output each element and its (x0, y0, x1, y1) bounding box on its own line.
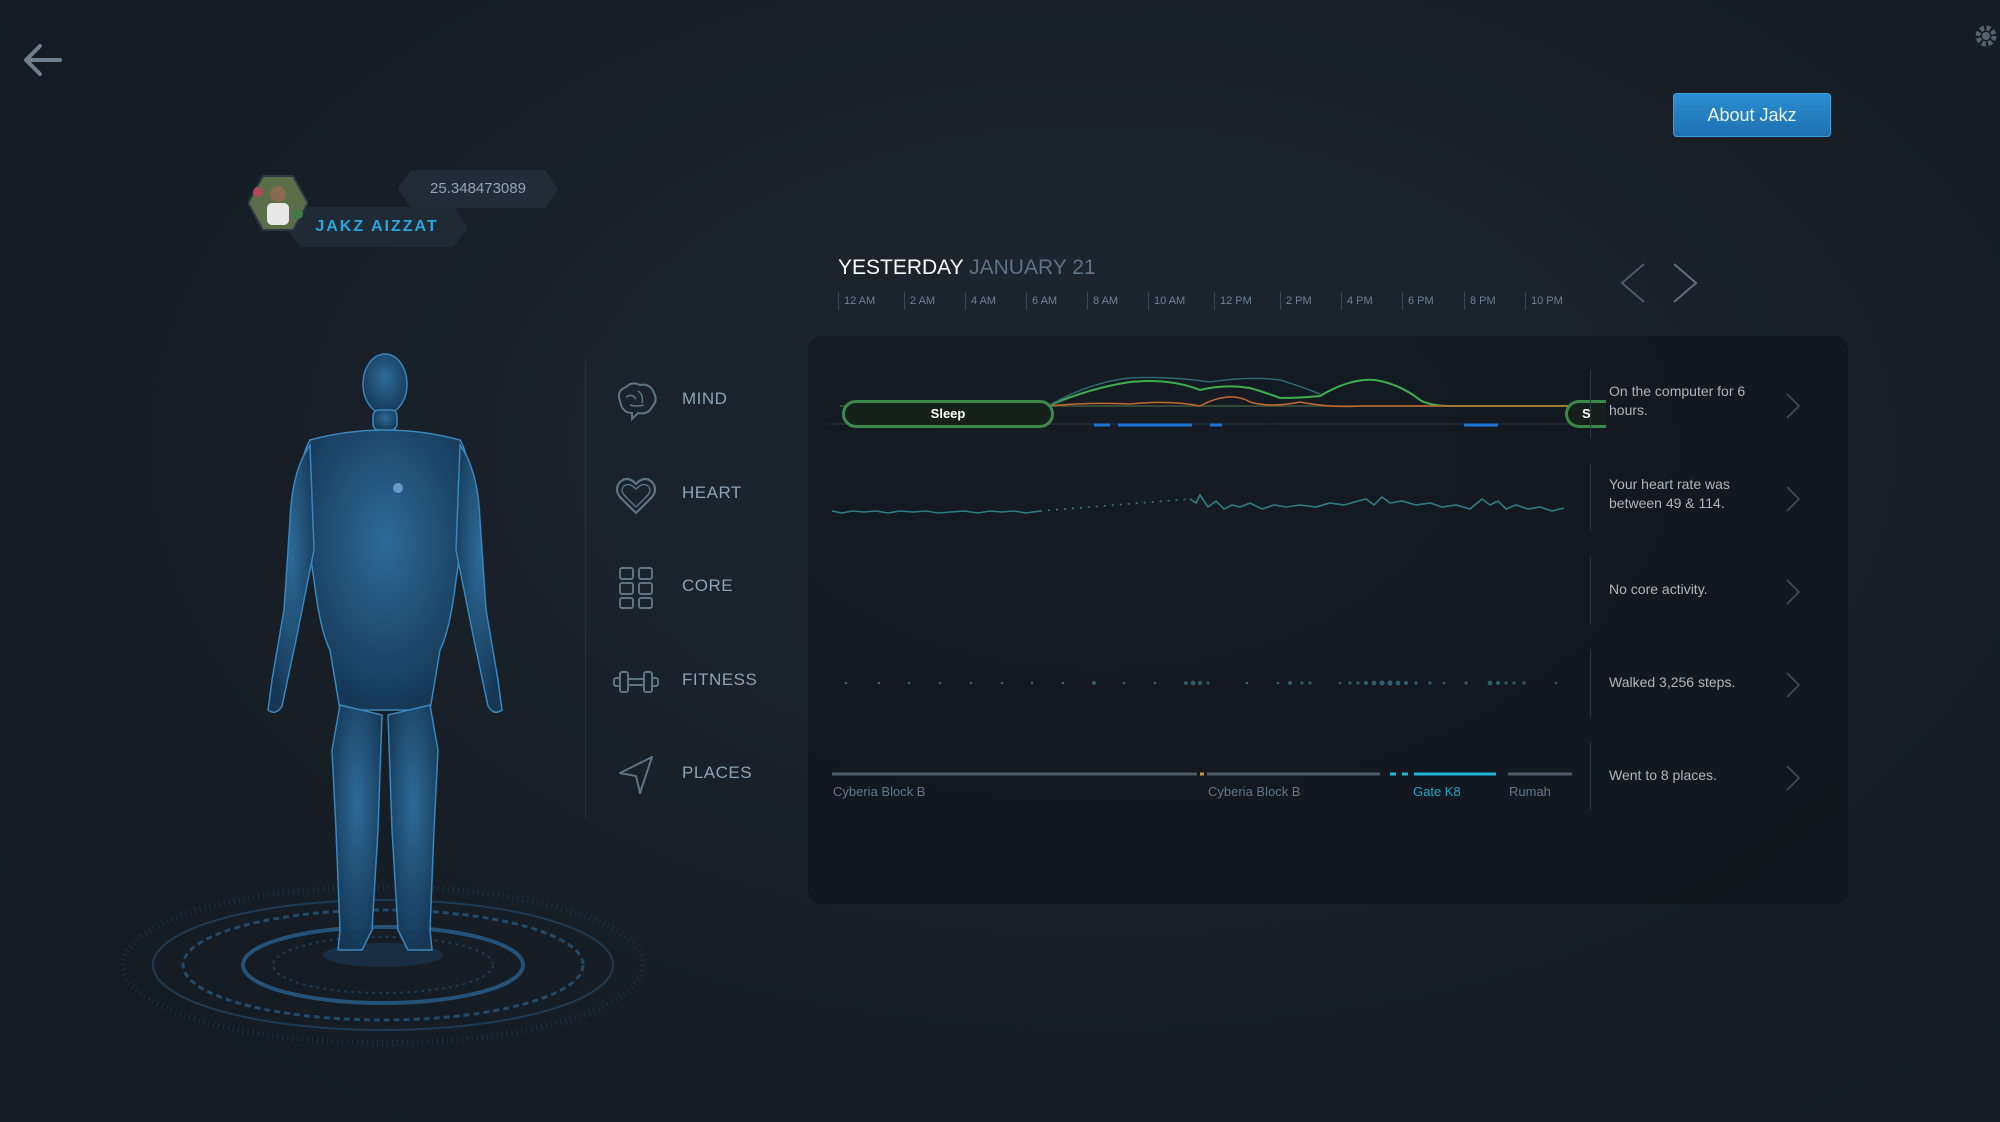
previous-day-button[interactable] (1618, 262, 1648, 304)
category-label: FITNESS (682, 670, 758, 689)
chevron-right-icon (1786, 579, 1801, 605)
chevron-right-icon (1786, 672, 1801, 698)
chevron-left-icon (1620, 263, 1645, 303)
category-label: HEART (682, 483, 742, 502)
category-fitness[interactable]: FITNESS (612, 652, 812, 712)
sleep-block[interactable]: Sleep (842, 400, 1054, 428)
core-grid-icon (619, 567, 653, 609)
location-arrow-icon (619, 756, 653, 794)
user-score: 25.348473089 (398, 170, 558, 208)
tick-label: 10 PM (1525, 292, 1563, 310)
place-label[interactable]: Rumah (1509, 784, 1551, 799)
category-label: CORE (682, 576, 734, 595)
places-timeline (832, 772, 1572, 776)
summary-text: No core activity. (1609, 581, 1708, 597)
core-summary[interactable]: No core activity. (1590, 556, 1807, 624)
fitness-summary[interactable]: Walked 3,256 steps. (1590, 649, 1807, 717)
place-label[interactable]: Gate K8 (1413, 784, 1461, 799)
summary-text: Your heart rate was between 49 & 114. (1609, 476, 1730, 511)
mind-summary[interactable]: On the computer for 6 hours. (1590, 370, 1807, 438)
tick-label: 8 PM (1464, 292, 1496, 310)
back-arrow-icon (24, 44, 62, 76)
place-label[interactable]: Cyberia Block B (833, 784, 926, 799)
fitness-steps-graph (844, 680, 1558, 686)
about-user-button[interactable]: About Jakz (1673, 93, 1831, 137)
gear-icon (1975, 25, 1997, 47)
tick-label: 12 AM (838, 292, 875, 310)
timeline-ticks: 12 AM 2 AM 4 AM 6 AM 8 AM 10 AM 12 PM 2 … (838, 292, 1578, 314)
heart-summary[interactable]: Your heart rate was between 49 & 114. (1590, 463, 1807, 531)
activity-panel (808, 336, 1848, 904)
date-day: YESTERDAY (838, 256, 964, 279)
tick-label: 2 AM (904, 292, 935, 310)
tick-label: 6 AM (1026, 292, 1057, 310)
category-core[interactable]: CORE (612, 558, 812, 618)
tick-label: 8 AM (1087, 292, 1118, 310)
user-name[interactable]: JAKZ AIZZAT (286, 207, 468, 247)
brain-icon (617, 382, 657, 422)
summary-text: Walked 3,256 steps. (1609, 674, 1736, 690)
category-label: PLACES (682, 763, 753, 782)
tick-label: 2 PM (1280, 292, 1312, 310)
summary-text: On the computer for 6 hours. (1609, 383, 1746, 418)
category-divider (585, 358, 586, 818)
settings-button[interactable] (1972, 22, 2000, 50)
dumbbell-icon (613, 671, 659, 693)
tick-label: 6 PM (1402, 292, 1434, 310)
places-summary[interactable]: Went to 8 places. (1590, 742, 1807, 810)
chevron-right-icon (1673, 263, 1698, 303)
tick-label: 4 PM (1341, 292, 1373, 310)
avatar[interactable] (246, 174, 310, 232)
tick-label: 4 AM (965, 292, 996, 310)
category-label: MIND (682, 389, 728, 408)
chevron-right-icon (1786, 393, 1801, 419)
category-places[interactable]: PLACES (612, 745, 812, 805)
back-button[interactable] (20, 40, 64, 80)
chevron-right-icon (1786, 486, 1801, 512)
place-label[interactable]: Cyberia Block B (1208, 784, 1301, 799)
tick-label: 12 PM (1214, 292, 1252, 310)
date-date: JANUARY 21 (969, 256, 1096, 279)
next-day-button[interactable] (1670, 262, 1700, 304)
tick-label: 10 AM (1148, 292, 1185, 310)
summary-text: Went to 8 places. (1609, 767, 1717, 783)
category-heart[interactable]: HEART (612, 465, 812, 525)
heart-icon (615, 477, 657, 515)
category-mind[interactable]: MIND (612, 371, 812, 431)
heart-rate-graph (831, 493, 1565, 514)
date-heading: YESTERDAY JANUARY 21 (838, 256, 1096, 280)
sleep-block-truncated[interactable]: S (1565, 400, 1606, 428)
body-hologram (100, 350, 660, 1070)
chevron-right-icon (1786, 765, 1801, 791)
